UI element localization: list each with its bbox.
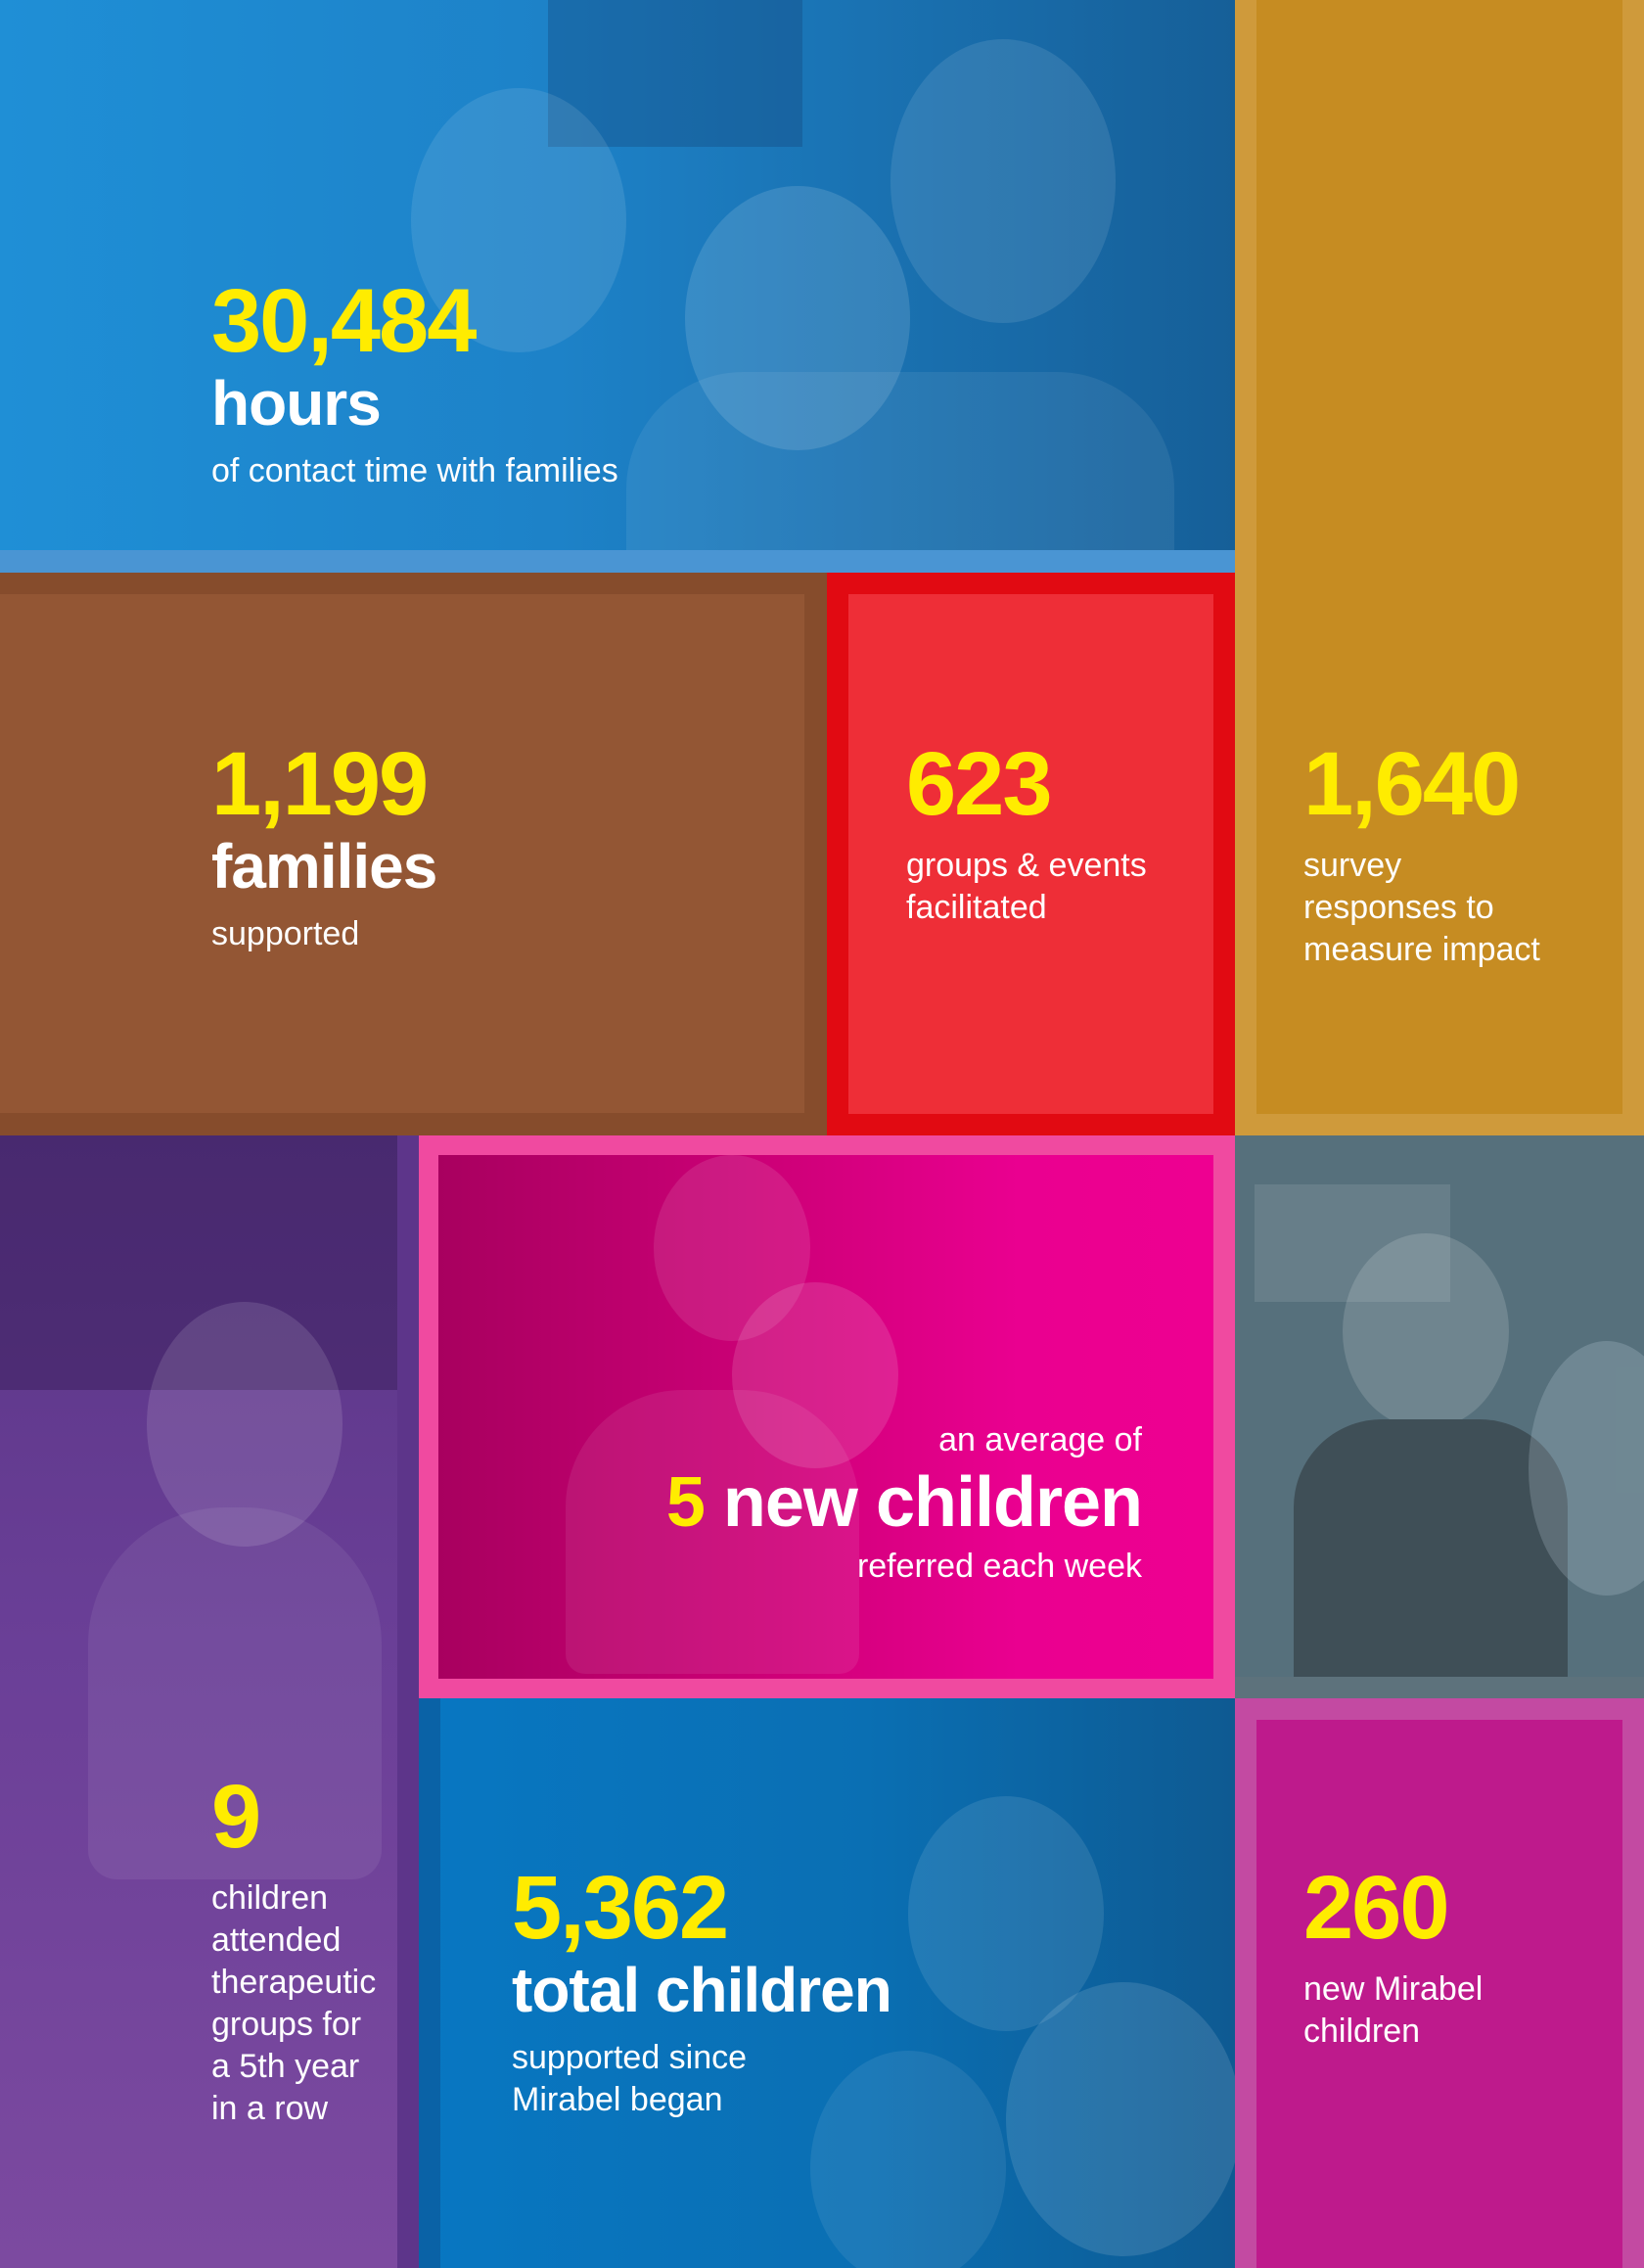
tile-survey: 1,640 survey responses to measure impact — [1235, 0, 1644, 1135]
tile-contact-hours: 30,484 hours of contact time with famili… — [0, 0, 1235, 573]
stat-headline: total children — [512, 1955, 892, 2025]
tile-edge — [397, 1135, 419, 2268]
stat-caption-line2: attended — [211, 1921, 342, 1959]
stat-caption-line1: supported since — [512, 2039, 748, 2076]
stat-caption-line3: measure impact — [1303, 931, 1540, 968]
stat-number: 623 — [906, 734, 1052, 834]
tile-panel — [848, 594, 1213, 1114]
tile-bottom-strip — [1235, 1677, 1644, 1698]
photo-group-of-smiling-children — [419, 1698, 1235, 2268]
tile-families: 1,199 families supported — [0, 573, 827, 1135]
stat-caption-line2: Mirabel began — [512, 2081, 723, 2118]
tile-panel — [1256, 0, 1622, 1114]
photo-two-children-playing — [419, 1135, 1235, 1698]
stat-caption-line2: children — [1303, 2013, 1421, 2050]
stat-caption: referred each week — [856, 1548, 1142, 1585]
tile-panel — [0, 594, 804, 1113]
stat-caption: supported — [211, 915, 360, 952]
stat-caption-line2: responses to — [1303, 889, 1494, 926]
stat-caption-line4: groups for — [211, 2006, 362, 2043]
stat-number: 30,484 — [211, 271, 477, 371]
tile-panel — [1256, 1720, 1622, 2268]
tile-edge — [419, 1698, 440, 2268]
stat-caption-line2: facilitated — [906, 889, 1047, 926]
stat-caption-line1: survey — [1303, 847, 1402, 884]
stat-headline-line: 5 new children — [666, 1467, 1143, 1538]
stat-headline: families — [211, 831, 437, 902]
stat-caption-line6: in a row — [211, 2090, 329, 2127]
photo-girl-smiling-outdoors — [0, 1135, 419, 2268]
tile-total-children: 5,362 total children supported since Mir… — [419, 1698, 1235, 2268]
photo-girl-on-verandah — [1235, 1135, 1644, 1698]
stat-number: 1,199 — [211, 734, 429, 834]
stat-caption: of contact time with families — [211, 452, 618, 489]
stat-caption-line1: new Mirabel — [1303, 1970, 1484, 2008]
stat-number: 260 — [1303, 1858, 1450, 1958]
stat-intro: an average of — [938, 1421, 1142, 1458]
tile-panel — [438, 1155, 1213, 1679]
tile-bottom-strip — [0, 550, 1235, 573]
stat-caption-line1: children — [211, 1879, 329, 1917]
stat-caption-line5: a 5th year — [211, 2048, 360, 2085]
stat-caption-line1: groups & events — [906, 847, 1147, 884]
tile-groups-events: 623 groups & events facilitated — [827, 573, 1235, 1135]
stat-headline: hours — [211, 368, 382, 439]
tile-photo-girl — [1235, 1135, 1644, 1698]
tile-new-children: an average of 5 new children referred ea… — [419, 1135, 1235, 1698]
photo-three-girls-and-woman — [0, 0, 1235, 573]
stat-caption-line3: therapeutic — [211, 1964, 377, 2001]
stat-number: 9 — [211, 1767, 261, 1867]
stat-headline: new children — [722, 1463, 1143, 1542]
tile-new-mirabel: 260 new Mirabel children — [1235, 1698, 1644, 2268]
stat-number: 5 — [665, 1463, 706, 1542]
stat-number: 5,362 — [512, 1858, 729, 1958]
stat-number: 1,640 — [1303, 734, 1521, 834]
tile-therapeutic: 9 children attended therapeutic groups f… — [0, 1135, 419, 2268]
